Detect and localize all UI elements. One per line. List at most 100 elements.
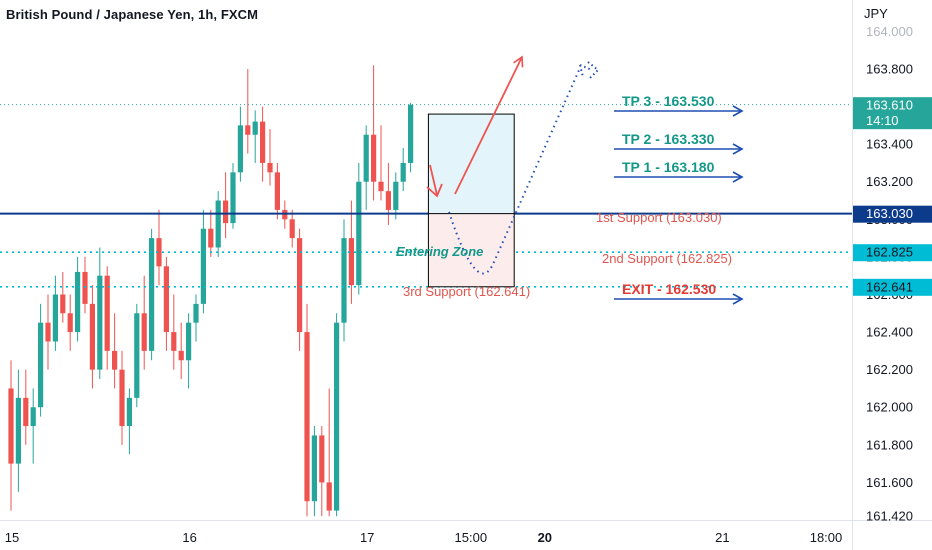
candle-body: [75, 271, 81, 333]
candle: [378, 125, 384, 201]
candle: [334, 313, 340, 517]
candle-body: [341, 238, 347, 323]
candle: [363, 125, 369, 210]
entry-zone-upper: [428, 114, 515, 214]
candle: [245, 68, 251, 154]
y-tick-label: 161.800: [866, 437, 913, 452]
candle: [326, 388, 332, 517]
level-3rd-tag-text: 162.641: [866, 279, 913, 294]
x-tick-label: 17: [360, 530, 374, 545]
candle-body: [23, 397, 29, 427]
candle-body: [97, 275, 103, 370]
y-tick-label: 162.400: [866, 325, 913, 340]
candle: [89, 285, 95, 389]
support-price-tag: 163.030: [853, 205, 932, 223]
candle: [393, 172, 399, 220]
candle: [200, 209, 206, 314]
candle-body: [38, 322, 44, 408]
tp3-label: TP 3 - 163.530: [622, 93, 715, 109]
candle-body: [67, 313, 73, 333]
candle: [112, 313, 118, 389]
candle: [304, 303, 310, 517]
candle-body: [230, 172, 236, 224]
red-down-stroke: [429, 164, 438, 196]
candle: [171, 294, 177, 370]
candle-body: [126, 397, 132, 427]
tp1-label: TP 1 - 163.180: [622, 159, 715, 175]
x-tick-label: 15:00: [455, 530, 488, 545]
candle-body: [408, 104, 414, 163]
y-tick-label: 162.200: [866, 362, 913, 377]
level-3rd-tag-bg: [853, 278, 932, 296]
candle-body: [89, 303, 95, 370]
candle-body: [208, 228, 214, 248]
y-tick-label: 162.000: [866, 400, 913, 415]
candle: [371, 65, 377, 201]
x-tick-label: 20: [538, 530, 552, 545]
y-tick-label: 164.000: [866, 24, 913, 39]
candle: [156, 209, 162, 286]
candle: [141, 275, 147, 370]
candle-body: [178, 350, 184, 361]
candle-body: [119, 369, 125, 427]
candle-body: [45, 322, 51, 342]
level-2nd-tag-bg: [853, 244, 932, 262]
candle-body: [149, 238, 155, 351]
level-2nd-tag: 162.825: [853, 244, 932, 262]
y-tick-label: 161.420: [866, 509, 913, 524]
candle-body: [334, 322, 340, 511]
candle: [38, 303, 44, 417]
candle-body: [163, 266, 169, 333]
chart-title: British Pound / Japanese Yen, 1h, FXCM: [6, 7, 259, 22]
candle: [82, 256, 88, 314]
y-tick-label: 161.600: [866, 475, 913, 490]
candle-body: [326, 482, 332, 511]
candle-body: [274, 172, 280, 210]
candle: [208, 209, 214, 257]
candle: [400, 147, 406, 192]
y-tick-label: 163.800: [866, 61, 913, 76]
current-price-tag-text: 163.610: [866, 98, 913, 113]
tp2-label: TP 2 - 163.330: [622, 131, 715, 147]
candle: [260, 106, 266, 182]
candle-body: [171, 332, 177, 351]
candle: [215, 191, 221, 257]
current-price-tag-countdown: 14:10: [866, 113, 899, 128]
x-tick-label: 16: [182, 530, 196, 545]
support-price-tag-text: 163.030: [866, 206, 913, 221]
candles-group: [8, 65, 414, 517]
candle: [311, 426, 317, 517]
candle-body: [237, 125, 243, 173]
candle: [319, 426, 325, 517]
candle: [30, 388, 36, 464]
candle-body: [60, 294, 66, 314]
candle: [297, 228, 303, 351]
candle-body: [267, 162, 273, 173]
candle-body: [112, 350, 118, 370]
candle: [223, 172, 229, 239]
candle: [126, 388, 132, 455]
x-tick-label: 21: [715, 530, 729, 545]
level-2nd-tag-text: 162.825: [866, 245, 913, 260]
candle-body: [52, 294, 58, 342]
candle: [134, 303, 140, 408]
candle-body: [156, 238, 162, 267]
candle-body: [134, 313, 140, 398]
candle-body: [200, 228, 206, 304]
red-down-head: [426, 183, 443, 198]
x-tick-label: 18:00: [810, 530, 843, 545]
candle: [104, 266, 110, 370]
candle-body: [260, 121, 266, 163]
candle-body: [289, 219, 295, 239]
candle-body: [304, 332, 310, 502]
candle-body: [193, 303, 199, 323]
candle: [341, 219, 347, 342]
support-2-label: 2nd Support (162.825): [602, 251, 732, 266]
candle: [237, 106, 243, 182]
support-3-label: 3rd Support (162.641): [403, 284, 530, 299]
candle-body: [223, 200, 229, 224]
candle-body: [15, 397, 21, 464]
